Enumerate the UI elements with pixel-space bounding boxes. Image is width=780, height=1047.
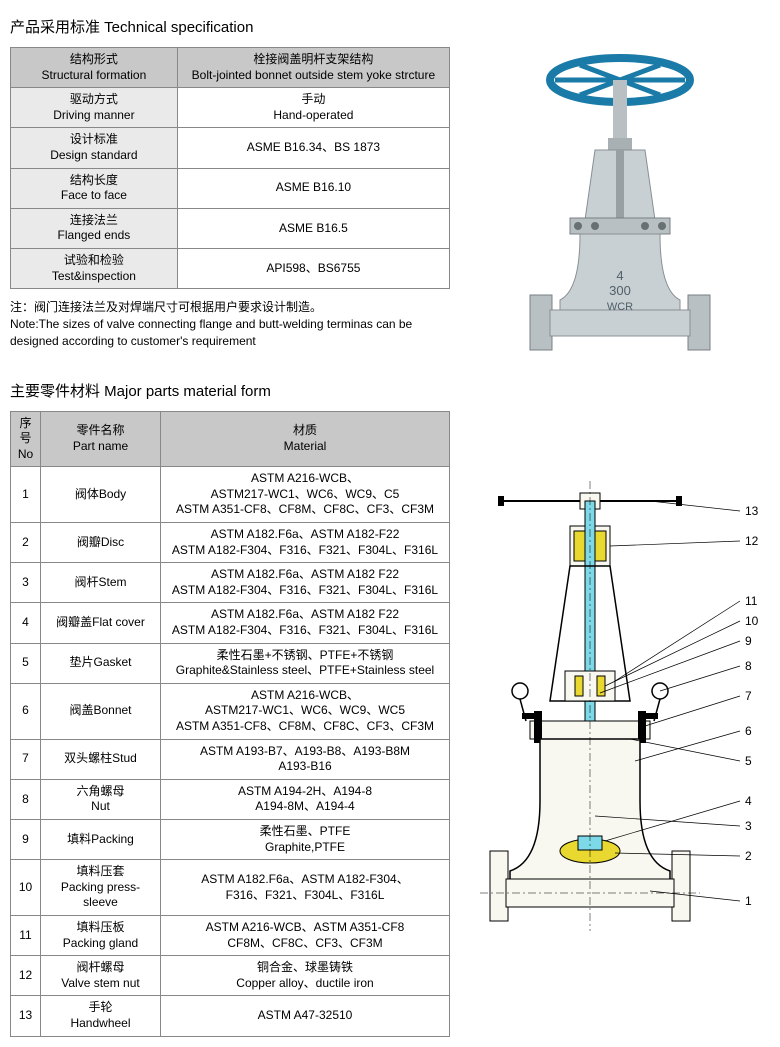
svg-text:6: 6 — [745, 724, 752, 738]
parts-no: 8 — [11, 779, 41, 819]
parts-mat: 柔性石墨+不锈钢、PTFE+不锈钢Graphite&Stainless stee… — [161, 643, 450, 683]
parts-mat: ASTM A216-WCB、ASTM217-WC1、WC6、WC9、WC5AST… — [161, 683, 450, 739]
parts-mat: 柔性石墨、PTFEGraphite,PTFE — [161, 819, 450, 859]
parts-header-2: 材质Material — [161, 411, 450, 467]
svg-text:8: 8 — [745, 659, 752, 673]
spec-cell: ASME B16.10 — [177, 168, 449, 208]
svg-text:9: 9 — [745, 634, 752, 648]
parts-no: 4 — [11, 603, 41, 643]
parts-mat: ASTM A216-WCB、ASTM A351-CF8CF8M、CF8C、CF3… — [161, 915, 450, 955]
valve-photo: 4 300 WCR — [470, 10, 770, 363]
parts-name: 六角螺母Nut — [41, 779, 161, 819]
spec-title: 产品采用标准 Technical specification — [10, 16, 450, 37]
valve-diagram: 13 12 11 10 9 8 7 6 5 4 3 2 1 — [470, 411, 770, 974]
spec-cell: API598、BS6755 — [177, 248, 449, 288]
parts-no: 3 — [11, 563, 41, 603]
svg-text:11: 11 — [745, 594, 758, 608]
parts-no: 1 — [11, 467, 41, 523]
spec-header-0: 结构形式Structural formation — [11, 48, 178, 88]
parts-header-1: 零件名称Part name — [41, 411, 161, 467]
svg-text:5: 5 — [745, 754, 752, 768]
parts-no: 9 — [11, 819, 41, 859]
parts-no: 13 — [11, 996, 41, 1036]
parts-mat: ASTM A216-WCB、ASTM217-WC1、WC6、WC9、C5ASTM… — [161, 467, 450, 523]
parts-no: 11 — [11, 915, 41, 955]
spec-header-1: 栓接阀盖明杆支架结构Bolt-jointed bonnet outside st… — [177, 48, 449, 88]
parts-mat: ASTM A47-32510 — [161, 996, 450, 1036]
parts-mat: ASTM A182.F6a、ASTM A182 F22ASTM A182-F30… — [161, 603, 450, 643]
spec-cell: 试验和检验Test&inspection — [11, 248, 178, 288]
parts-name: 阀杆Stem — [41, 563, 161, 603]
svg-text:1: 1 — [745, 894, 752, 908]
parts-no: 7 — [11, 739, 41, 779]
note-text: 注：阀门连接法兰及对焊端尺寸可根据用户要求设计制造。Note:The sizes… — [10, 299, 450, 349]
parts-name: 双头螺柱Stud — [41, 739, 161, 779]
svg-text:4: 4 — [745, 794, 752, 808]
svg-text:13: 13 — [745, 504, 759, 518]
parts-name: 阀瓣盖Flat cover — [41, 603, 161, 643]
parts-no: 5 — [11, 643, 41, 683]
spec-cell: 驱动方式Driving manner — [11, 88, 178, 128]
parts-name: 阀瓣Disc — [41, 523, 161, 563]
parts-name: 阀盖Bonnet — [41, 683, 161, 739]
svg-text:300: 300 — [609, 283, 631, 298]
parts-mat: ASTM A193-B7、A193-B8、A193-B8MA193-B16 — [161, 739, 450, 779]
spec-table: 结构形式Structural formation 栓接阀盖明杆支架结构Bolt-… — [10, 47, 450, 289]
parts-name: 填料压板Packing gland — [41, 915, 161, 955]
parts-mat: ASTM A182.F6a、ASTM A182-F22ASTM A182-F30… — [161, 523, 450, 563]
svg-text:4: 4 — [616, 268, 623, 283]
parts-mat: ASTM A182.F6a、ASTM A182-F304、F316、F321、F… — [161, 860, 450, 916]
parts-name: 阀体Body — [41, 467, 161, 523]
svg-text:WCR: WCR — [607, 301, 633, 313]
svg-text:3: 3 — [745, 819, 752, 833]
parts-mat: 铜合金、球墨铸铁Copper alloy、ductile iron — [161, 956, 450, 996]
parts-header-0: 序号No — [11, 411, 41, 467]
spec-cell: ASME B16.5 — [177, 208, 449, 248]
spec-cell: ASME B16.34、BS 1873 — [177, 128, 449, 168]
parts-name: 垫片Gasket — [41, 643, 161, 683]
svg-text:12: 12 — [745, 534, 759, 548]
parts-name: 手轮Handwheel — [41, 996, 161, 1036]
svg-text:2: 2 — [745, 849, 752, 863]
svg-text:10: 10 — [745, 614, 759, 628]
spec-cell: 设计标准Design standard — [11, 128, 178, 168]
parts-title: 主要零件材料 Major parts material form — [10, 380, 770, 401]
parts-name: 填料Packing — [41, 819, 161, 859]
spec-cell: 连接法兰Flanged ends — [11, 208, 178, 248]
parts-no: 10 — [11, 860, 41, 916]
parts-mat: ASTM A194-2H、A194-8A194-8M、A194-4 — [161, 779, 450, 819]
parts-no: 12 — [11, 956, 41, 996]
parts-table: 序号No 零件名称Part name 材质Material 1阀体BodyAST… — [10, 411, 450, 1037]
parts-name: 阀杆螺母Valve stem nut — [41, 956, 161, 996]
spec-cell: 手动Hand-operated — [177, 88, 449, 128]
parts-name: 填料压套Packing press-sleeve — [41, 860, 161, 916]
svg-text:7: 7 — [745, 689, 752, 703]
spec-cell: 结构长度Face to face — [11, 168, 178, 208]
parts-no: 2 — [11, 523, 41, 563]
parts-no: 6 — [11, 683, 41, 739]
parts-mat: ASTM A182.F6a、ASTM A182 F22ASTM A182-F30… — [161, 563, 450, 603]
